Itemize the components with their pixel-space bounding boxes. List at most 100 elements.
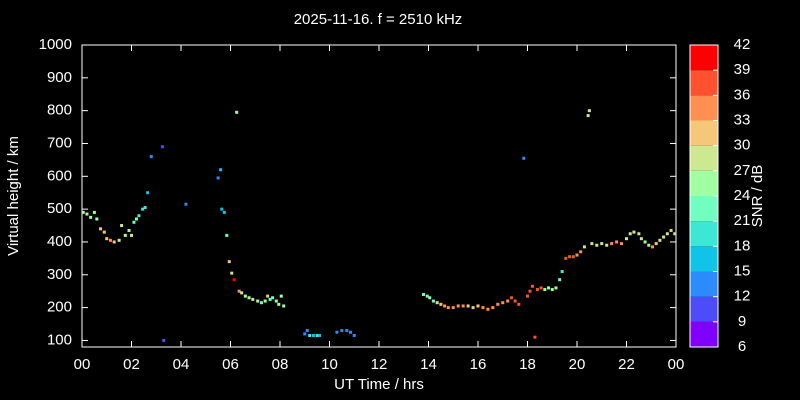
data-point bbox=[146, 191, 150, 195]
colorbar-bin bbox=[690, 170, 718, 196]
data-point bbox=[112, 240, 116, 244]
data-point bbox=[219, 168, 223, 172]
x-tick-label: 02 bbox=[123, 356, 140, 373]
x-tick-label: 20 bbox=[569, 356, 586, 373]
data-point bbox=[595, 243, 599, 247]
data-point bbox=[539, 286, 543, 290]
data-point bbox=[446, 306, 450, 310]
data-point bbox=[486, 307, 490, 311]
data-point bbox=[491, 306, 495, 310]
data-point bbox=[143, 205, 147, 209]
data-point bbox=[476, 304, 480, 308]
data-point bbox=[435, 301, 439, 305]
data-point bbox=[662, 235, 666, 239]
data-point bbox=[560, 270, 564, 273]
data-point bbox=[137, 214, 141, 218]
data-point bbox=[587, 109, 591, 113]
data-point bbox=[240, 291, 244, 295]
colorbar-tick-label: 39 bbox=[734, 61, 751, 78]
data-point bbox=[639, 237, 643, 241]
data-point bbox=[564, 256, 568, 260]
data-point bbox=[274, 299, 278, 303]
data-point bbox=[303, 332, 307, 336]
colorbar-tick-label: 42 bbox=[734, 36, 751, 53]
data-point bbox=[471, 306, 475, 310]
data-point bbox=[550, 288, 554, 292]
colorbar-bin bbox=[690, 321, 718, 347]
data-point bbox=[102, 230, 106, 234]
data-point bbox=[89, 215, 93, 219]
data-point bbox=[533, 335, 537, 339]
data-point bbox=[496, 302, 500, 306]
colorbar-tick-label: 15 bbox=[734, 262, 751, 279]
data-point bbox=[227, 260, 231, 264]
data-point bbox=[282, 304, 286, 308]
data-point bbox=[318, 334, 322, 338]
colorbar-tick-label: 12 bbox=[734, 288, 751, 305]
data-point bbox=[481, 306, 485, 310]
data-point bbox=[141, 207, 145, 211]
colorbar-bin bbox=[690, 120, 718, 146]
colorbar-bin bbox=[690, 196, 718, 222]
data-point bbox=[610, 242, 614, 246]
data-point bbox=[425, 294, 429, 298]
data-point bbox=[620, 242, 624, 246]
y-axis-label: Virtual height / km bbox=[5, 136, 22, 256]
data-point bbox=[230, 271, 234, 275]
data-point bbox=[237, 289, 241, 293]
colorbar-bin bbox=[690, 246, 718, 272]
data-point bbox=[422, 292, 426, 296]
colorbar-bin bbox=[690, 221, 718, 247]
data-point bbox=[513, 299, 517, 303]
x-tick-label: 08 bbox=[272, 356, 289, 373]
data-point bbox=[456, 304, 460, 308]
data-point bbox=[443, 304, 447, 308]
data-point bbox=[506, 299, 510, 303]
data-point bbox=[225, 233, 229, 237]
colorbar-tick-label: 24 bbox=[734, 187, 751, 204]
colorbar-bin bbox=[690, 45, 718, 71]
data-point bbox=[590, 242, 594, 246]
colorbar-tick-label: 27 bbox=[734, 162, 751, 179]
data-point bbox=[232, 278, 236, 282]
data-point bbox=[579, 250, 583, 254]
data-point bbox=[530, 284, 534, 288]
data-point bbox=[349, 330, 353, 334]
data-point bbox=[501, 301, 505, 305]
y-tick-label: 600 bbox=[47, 167, 72, 184]
data-point bbox=[571, 255, 575, 259]
data-point bbox=[568, 255, 572, 259]
data-point bbox=[647, 243, 651, 247]
data-point bbox=[673, 232, 677, 236]
data-point bbox=[522, 156, 526, 160]
data-point bbox=[184, 202, 188, 206]
data-point bbox=[461, 304, 465, 308]
data-point bbox=[127, 228, 131, 232]
data-point bbox=[528, 289, 532, 293]
data-point bbox=[160, 145, 164, 149]
y-tick-label: 800 bbox=[47, 102, 72, 119]
y-tick-label: 100 bbox=[47, 331, 72, 348]
data-point bbox=[643, 240, 647, 244]
colorbar-tick-label: 6 bbox=[738, 338, 746, 355]
data-point bbox=[315, 334, 319, 338]
data-point bbox=[311, 334, 315, 338]
data-point bbox=[222, 210, 226, 214]
data-point bbox=[650, 245, 654, 249]
data-point bbox=[535, 288, 539, 292]
y-tick-label: 1000 bbox=[39, 36, 72, 53]
data-point bbox=[669, 228, 673, 232]
data-point bbox=[345, 329, 349, 333]
data-point bbox=[247, 296, 251, 300]
colorbar-bin bbox=[690, 95, 718, 121]
data-point bbox=[216, 176, 220, 180]
x-tick-label: 10 bbox=[321, 356, 338, 373]
colorbar-tick-label: 30 bbox=[734, 137, 751, 154]
colorbar-tick-label: 9 bbox=[738, 313, 746, 330]
data-point bbox=[654, 242, 658, 246]
colorbar-bin bbox=[690, 271, 718, 297]
colorbar-label: SNR / dB bbox=[749, 165, 766, 228]
data-point bbox=[466, 304, 470, 308]
y-tick-label: 700 bbox=[47, 134, 72, 151]
x-tick-label: 04 bbox=[173, 356, 190, 373]
